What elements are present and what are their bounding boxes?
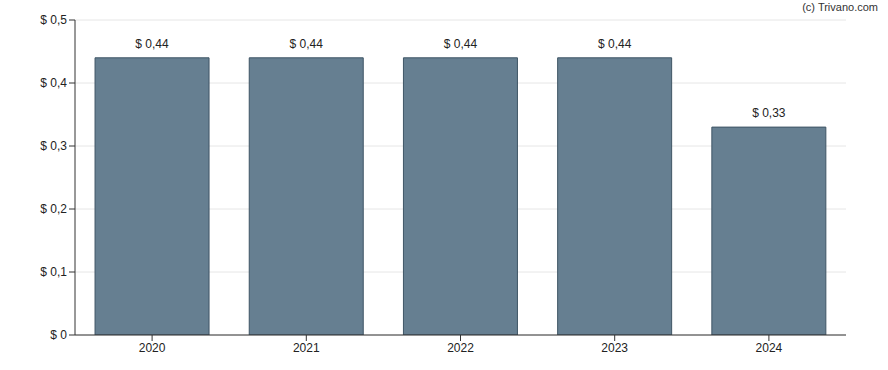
svg-text:$ 0,1: $ 0,1 — [40, 265, 67, 279]
svg-text:2020: 2020 — [139, 341, 166, 355]
svg-text:$ 0,33: $ 0,33 — [752, 106, 786, 120]
svg-text:$ 0,44: $ 0,44 — [598, 37, 632, 51]
svg-text:2021: 2021 — [293, 341, 320, 355]
svg-text:$ 0,4: $ 0,4 — [40, 76, 67, 90]
svg-text:$ 0,5: $ 0,5 — [40, 13, 67, 27]
svg-text:2023: 2023 — [601, 341, 628, 355]
svg-text:2024: 2024 — [756, 341, 783, 355]
svg-text:$ 0,44: $ 0,44 — [444, 37, 478, 51]
svg-text:$ 0,3: $ 0,3 — [40, 139, 67, 153]
svg-text:$ 0: $ 0 — [50, 328, 67, 342]
svg-text:$ 0,2: $ 0,2 — [40, 202, 67, 216]
svg-text:$ 0,44: $ 0,44 — [290, 37, 324, 51]
html-text:(c) Trivano.com: (c) Trivano.com — [802, 1, 878, 13]
svg-text:$ 0,44: $ 0,44 — [135, 37, 169, 51]
svg-text:2022: 2022 — [447, 341, 474, 355]
